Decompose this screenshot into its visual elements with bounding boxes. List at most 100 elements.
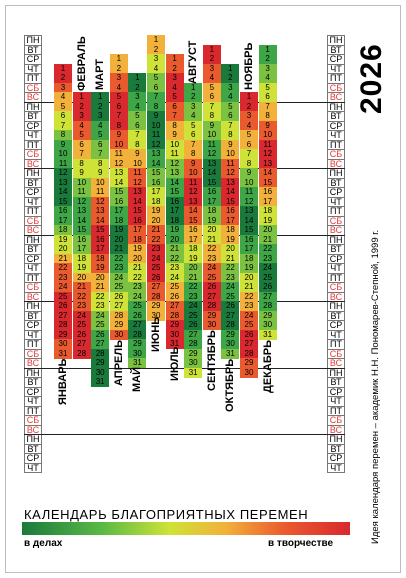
day-cell: 20 bbox=[184, 263, 203, 273]
day-cell: 5 bbox=[165, 92, 184, 102]
day-cell: 12 bbox=[54, 168, 72, 178]
day-cell: 8 bbox=[184, 149, 203, 159]
day-cell: 11 bbox=[258, 139, 277, 150]
day-cell: 12 bbox=[109, 158, 128, 169]
day-cell: 11 bbox=[221, 158, 240, 169]
day-cell: 7 bbox=[147, 92, 165, 102]
day-cell: 31 bbox=[54, 348, 72, 359]
day-cell: 27 bbox=[91, 339, 110, 349]
day-cell: 16 bbox=[258, 187, 277, 197]
day-cell: 6 bbox=[184, 130, 203, 140]
day-cell: 21 bbox=[221, 253, 240, 264]
day-cell: 28 bbox=[258, 301, 277, 311]
day-cell: 1 bbox=[147, 35, 165, 45]
day-cell: 3 bbox=[202, 63, 221, 74]
day-cell: 12 bbox=[202, 149, 221, 159]
day-cell: 3 bbox=[54, 82, 72, 93]
day-cell: 18 bbox=[165, 215, 184, 226]
day-cell: 18 bbox=[147, 196, 165, 207]
day-cell: 27 bbox=[202, 291, 221, 302]
day-cell: 23 bbox=[91, 301, 110, 311]
day-cell: 2 bbox=[165, 63, 184, 74]
calendar-title: КАЛЕНДАРЬ БЛАГОПРИЯТНЫХ ПЕРЕМЕН bbox=[24, 507, 309, 522]
day-cell: 23 bbox=[240, 301, 258, 311]
day-cell: 13 bbox=[91, 206, 110, 216]
day-cell: 24 bbox=[165, 272, 184, 283]
day-cell: 26 bbox=[184, 320, 203, 330]
day-cell: 30 bbox=[109, 329, 128, 340]
day-cell: 27 bbox=[128, 320, 147, 330]
day-cell: 30 bbox=[91, 367, 110, 378]
day-cell: 13 bbox=[165, 168, 184, 178]
day-cell: 24 bbox=[202, 263, 221, 273]
day-cell: 18 bbox=[184, 244, 203, 254]
day-cell: 23 bbox=[147, 244, 165, 254]
day-cell: 29 bbox=[202, 310, 221, 321]
day-cell: 23 bbox=[221, 272, 240, 283]
day-cell: 9 bbox=[72, 168, 91, 178]
day-cell: 3 bbox=[91, 111, 110, 121]
day-cell: 15 bbox=[165, 187, 184, 197]
day-cell: 27 bbox=[184, 329, 203, 340]
day-cell: 21 bbox=[91, 282, 110, 292]
day-cell: 2 bbox=[184, 92, 203, 102]
day-cell: 4 bbox=[221, 92, 240, 102]
credit-line: Идея календаря перемен – академик Н.Н. П… bbox=[370, 229, 381, 544]
day-cell: 29 bbox=[91, 358, 110, 368]
day-cell: 17 bbox=[240, 244, 258, 254]
day-cell: 9 bbox=[91, 168, 110, 178]
day-cell: 3 bbox=[240, 111, 258, 121]
day-cell: 10 bbox=[221, 149, 240, 159]
day-cell: 11 bbox=[165, 149, 184, 159]
day-cell: 10 bbox=[240, 177, 258, 188]
day-cell: 23 bbox=[72, 301, 91, 311]
day-cell: 22 bbox=[202, 244, 221, 254]
day-cell: 26 bbox=[240, 329, 258, 340]
day-cell: 6 bbox=[202, 92, 221, 102]
day-cell: 6 bbox=[240, 139, 258, 150]
day-cell: 21 bbox=[258, 234, 277, 245]
day-cell: 7 bbox=[221, 120, 240, 131]
day-cell: 9 bbox=[109, 130, 128, 140]
day-cell: 23 bbox=[54, 272, 72, 283]
day-cell: 15 bbox=[109, 187, 128, 197]
year-label: 2026 bbox=[355, 43, 388, 114]
day-cell: 5 bbox=[128, 111, 147, 121]
day-cell: 29 bbox=[221, 329, 240, 340]
day-cell: 8 bbox=[258, 111, 277, 121]
day-cell: 3 bbox=[184, 101, 203, 112]
day-cell: 8 bbox=[128, 139, 147, 150]
day-cell: 26 bbox=[147, 272, 165, 283]
day-cell: 25 bbox=[165, 282, 184, 292]
day-cell: 16 bbox=[147, 177, 165, 188]
day-cell: 26 bbox=[128, 310, 147, 321]
day-cell: 8 bbox=[147, 101, 165, 112]
day-cell: 29 bbox=[165, 320, 184, 330]
day-cell: 22 bbox=[72, 291, 91, 302]
day-cell: 24 bbox=[240, 310, 258, 321]
day-cell: 28 bbox=[109, 310, 128, 321]
day-cell: 8 bbox=[91, 158, 110, 169]
day-cell: 25 bbox=[147, 263, 165, 273]
day-cell: 18 bbox=[72, 253, 91, 264]
day-cell: 15 bbox=[258, 177, 277, 188]
day-cell: 24 bbox=[184, 301, 203, 311]
month-label: ОКТЯБРЬ bbox=[224, 358, 237, 413]
day-cell: 9 bbox=[184, 158, 203, 169]
day-cell: 14 bbox=[147, 158, 165, 169]
day-cell: 16 bbox=[221, 206, 240, 216]
day-cell: 24 bbox=[147, 253, 165, 264]
day-cell: 22 bbox=[258, 244, 277, 254]
day-cell: 15 bbox=[221, 196, 240, 207]
day-cell: 1 bbox=[221, 63, 240, 74]
day-cell: 20 bbox=[54, 244, 72, 254]
day-cell: 3 bbox=[147, 54, 165, 64]
day-cell: 16 bbox=[202, 187, 221, 197]
day-cell: 15 bbox=[128, 206, 147, 216]
day-cell: 19 bbox=[54, 234, 72, 245]
day-cell: 17 bbox=[72, 244, 91, 254]
day-cell: 1 bbox=[202, 44, 221, 55]
day-cell: 29 bbox=[184, 348, 203, 359]
day-cell: 27 bbox=[147, 282, 165, 292]
